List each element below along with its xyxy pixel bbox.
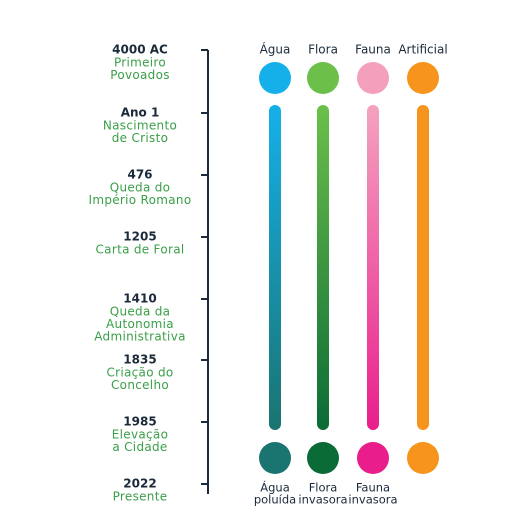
start-circle — [407, 62, 439, 94]
end-label: Flora — [309, 481, 338, 495]
event-year: Ano 1 — [121, 106, 160, 120]
event-description: Elevação — [112, 428, 168, 442]
event-description: Povoados — [110, 68, 170, 82]
event-description: Primeiro — [114, 56, 166, 70]
end-label: poluída — [254, 493, 296, 507]
event-description: Queda do — [110, 181, 171, 195]
event-description: Administrativa — [94, 330, 186, 344]
column-header: Artificial — [398, 43, 447, 57]
column-header: Flora — [308, 43, 338, 57]
event-description: Império Romano — [89, 193, 192, 207]
event-description: Nascimento — [103, 119, 177, 133]
event-description: Carta de Foral — [96, 243, 185, 257]
start-circle — [357, 62, 389, 94]
end-circle — [259, 442, 291, 474]
end-label: invasora — [298, 493, 347, 507]
event-year: 4000 AC — [112, 43, 168, 57]
column-bar — [367, 105, 379, 430]
event-description: Concelho — [111, 378, 169, 392]
event-year: 1410 — [123, 292, 156, 306]
event-year: 1985 — [123, 415, 156, 429]
event-year: 1835 — [123, 353, 156, 367]
event-description: Criação do — [106, 366, 173, 380]
event-description: a Cidade — [112, 440, 167, 454]
start-circle — [307, 62, 339, 94]
end-label: Fauna — [356, 481, 390, 495]
event-description: de Cristo — [112, 131, 168, 145]
event-description: Presente — [113, 490, 168, 504]
event-description: Queda da — [110, 305, 171, 319]
column-bar — [269, 105, 281, 430]
event-year: 476 — [127, 168, 152, 182]
column-bar — [317, 105, 329, 430]
end-label: Água — [260, 480, 290, 495]
end-circle — [307, 442, 339, 474]
column-header: Água — [260, 42, 291, 57]
column-header: Fauna — [355, 43, 391, 57]
end-circle — [357, 442, 389, 474]
event-description: Autonomia — [106, 317, 174, 331]
end-label: invasora — [348, 493, 397, 507]
start-circle — [259, 62, 291, 94]
event-year: 1205 — [123, 230, 156, 244]
column-bar — [417, 105, 429, 430]
end-circle — [407, 442, 439, 474]
event-year: 2022 — [123, 477, 156, 491]
